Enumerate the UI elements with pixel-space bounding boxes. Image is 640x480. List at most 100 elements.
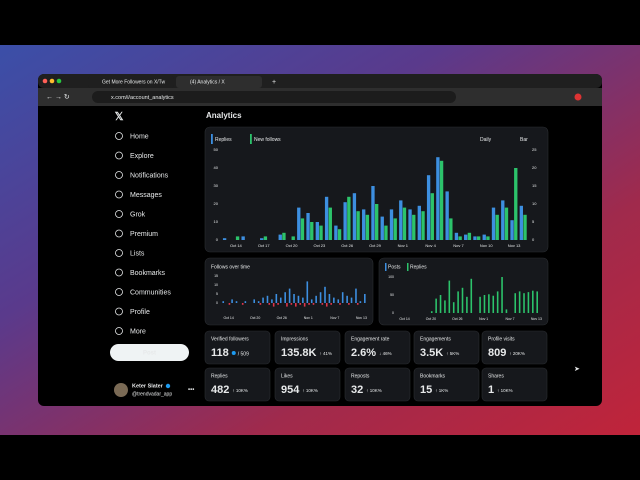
bar — [496, 291, 499, 313]
stat-label: Likes — [281, 373, 293, 379]
stat-label: Engagement rate — [351, 336, 390, 342]
stat-change: ↑ 5K% — [446, 351, 459, 356]
stat-value: 3.5K — [420, 347, 443, 359]
tab-active[interactable] — [176, 76, 262, 88]
bar — [505, 309, 508, 313]
panel-title: Follows over time — [211, 264, 250, 270]
new-tab[interactable]: + — [272, 79, 276, 86]
bar — [262, 297, 264, 303]
series-select[interactable]: Replies — [410, 264, 427, 270]
stat-value: 809 — [488, 347, 506, 359]
bar — [306, 213, 310, 240]
bar — [297, 295, 300, 303]
bar — [228, 303, 231, 305]
bar — [417, 205, 421, 240]
stat-value: 15 — [420, 384, 432, 396]
x-tick-label: Oct 17 — [258, 243, 271, 248]
bar — [492, 295, 495, 313]
minimize-button[interactable] — [49, 78, 55, 84]
bar — [473, 236, 477, 240]
stat-card — [344, 330, 411, 365]
bar — [297, 207, 301, 240]
bar — [315, 295, 317, 303]
bar — [235, 236, 240, 240]
stat-value: 135.8K — [281, 347, 317, 359]
bar — [231, 299, 233, 303]
y-tick-label: 50 — [214, 147, 219, 152]
bar — [430, 311, 433, 313]
bar — [337, 229, 342, 240]
stat-label: Bookmarks — [420, 373, 446, 379]
address-bar[interactable] — [92, 91, 456, 103]
bar — [324, 286, 326, 303]
nav-item[interactable]: Communities — [130, 289, 171, 296]
bar — [306, 281, 309, 303]
series-select[interactable]: New follows — [254, 137, 281, 143]
series-marker — [385, 263, 387, 271]
x-logo[interactable]: 𝕏 — [115, 111, 124, 123]
bar — [259, 303, 262, 305]
bar — [402, 207, 407, 240]
nav-item[interactable]: Grok — [130, 211, 146, 218]
nav-item[interactable]: Lists — [130, 250, 145, 257]
zoom-button[interactable] — [56, 78, 62, 84]
y-tick-label: 10 — [214, 219, 219, 224]
bar — [291, 236, 295, 240]
series-select[interactable]: Replies — [215, 137, 232, 143]
nav-item[interactable]: Profile — [130, 309, 150, 316]
bar — [483, 295, 486, 313]
bar — [347, 196, 351, 240]
avatar[interactable] — [114, 383, 128, 397]
x-tick-label: Nov 1 — [479, 317, 488, 321]
bar — [523, 214, 527, 240]
bar — [339, 303, 341, 305]
bar — [312, 303, 315, 305]
bar — [461, 287, 464, 313]
account-menu[interactable]: ••• — [188, 388, 194, 394]
nav-item[interactable]: Messages — [130, 192, 162, 199]
close-button[interactable] — [42, 78, 48, 84]
verified-badge — [165, 383, 171, 389]
stat-label: Engagements — [420, 336, 451, 342]
stat-change: ↑ 10K% — [497, 388, 513, 393]
bar — [325, 303, 328, 307]
post-button[interactable] — [110, 344, 189, 361]
x-tick-label: Oct 20 — [426, 317, 436, 321]
stat-card — [274, 330, 341, 365]
nav-item[interactable]: More — [130, 328, 146, 335]
nav-item[interactable]: Bookmarks — [130, 270, 166, 277]
bar — [445, 191, 449, 240]
bar — [488, 294, 490, 313]
bar — [257, 301, 260, 303]
series-select[interactable]: Posts — [388, 264, 401, 270]
nav-item[interactable]: Home — [130, 133, 149, 140]
y2-tick-label: 5 — [532, 219, 535, 224]
x-tick-label: Oct 14 — [230, 243, 243, 248]
nav-item[interactable]: Premium — [130, 231, 158, 238]
x-tick-label: Nov 1 — [398, 243, 409, 248]
bar — [315, 222, 319, 240]
y-tick-label: 0 — [216, 237, 219, 242]
cursor: ➤ — [574, 366, 580, 373]
stat-card — [413, 330, 480, 365]
style-select[interactable]: Bar — [520, 137, 528, 143]
tab[interactable] — [88, 76, 174, 88]
bar — [495, 214, 499, 240]
period-select[interactable]: Daily — [480, 137, 492, 143]
nav-icon — [115, 151, 123, 160]
x-tick-label: Nov 7 — [453, 243, 464, 248]
nav-buttons[interactable]: ← → ↻ — [46, 94, 70, 101]
extension-icon[interactable] — [574, 93, 582, 101]
x-tick-label: Oct 20 — [250, 316, 260, 320]
stat-label: Impressions — [281, 336, 308, 342]
stat-label: Profile visits — [488, 336, 515, 342]
bar — [279, 297, 282, 303]
bar — [319, 225, 323, 240]
nav-item[interactable]: Notifications — [130, 172, 169, 179]
x-tick-label: Nov 7 — [330, 316, 339, 320]
nav-item[interactable]: Explore — [130, 153, 154, 160]
bar — [341, 292, 344, 303]
x-tick-label: Oct 20 — [286, 243, 299, 248]
bar — [352, 193, 357, 240]
stat-card — [344, 367, 411, 402]
